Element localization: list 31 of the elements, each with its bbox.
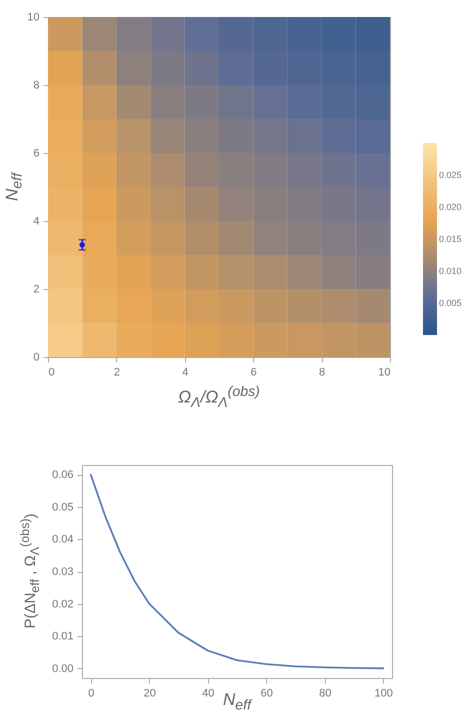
x-axis-title: N$_{eff}$ — [222, 690, 252, 714]
x-tick-label: 40 — [202, 688, 214, 700]
x-tick-label: 20 — [144, 688, 156, 700]
y-tick-label: 10 — [27, 12, 40, 24]
x-tick-label: 6 — [250, 366, 257, 378]
y-tick-label: 0.05 — [52, 501, 74, 514]
y-tick-label: 0.03 — [52, 566, 74, 578]
x-tick-label: 10 — [378, 366, 390, 378]
y-tick-label: 0.06 — [52, 469, 74, 482]
color-bar-label: 0.025 — [439, 170, 462, 180]
color-bar-label: 0.005 — [439, 298, 462, 308]
color-bar-label: 0.015 — [439, 234, 462, 244]
y-tick-label: 0.02 — [52, 598, 74, 610]
y-tick-label: 6 — [33, 148, 40, 160]
x-tick-label: 0 — [88, 688, 94, 700]
x-tick-label: 8 — [319, 366, 326, 378]
y-tick-label: 0.01 — [52, 630, 74, 643]
y-tick-label: 2 — [33, 284, 40, 296]
line-series — [90, 474, 384, 670]
y-tick-label: 0.00 — [52, 662, 74, 675]
color-bar-label: 0.010 — [439, 266, 462, 276]
y-tick-label: 4 — [33, 216, 40, 228]
x-tick-label: 100 — [374, 688, 393, 700]
x-tick-label: 4 — [182, 366, 188, 378]
y-tick-label: 0.04 — [52, 534, 74, 546]
x-tick-label: 60 — [260, 688, 273, 700]
color-bar-label: 0.020 — [439, 202, 462, 212]
y-tick-label: 0 — [33, 352, 40, 364]
x-tick-label: 80 — [319, 688, 332, 700]
y-tick-label: 8 — [33, 80, 40, 92]
x-tick-label: 2 — [114, 366, 120, 378]
